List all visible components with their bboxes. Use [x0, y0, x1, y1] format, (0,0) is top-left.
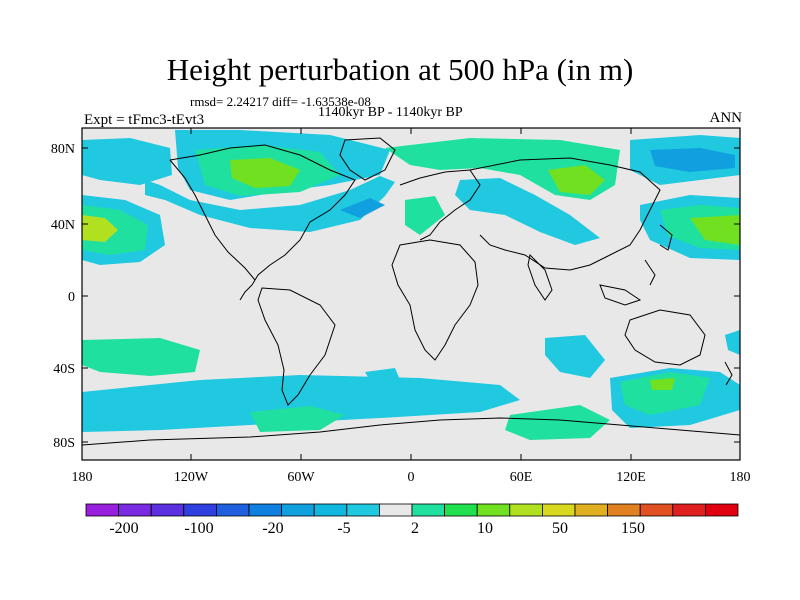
contour-region	[650, 148, 735, 172]
colorbar-label: -5	[337, 520, 350, 537]
colorbar-swatch	[444, 503, 478, 517]
coastline-asia	[469, 157, 661, 271]
coastline-india	[527, 253, 553, 301]
colorbar-swatch	[476, 503, 511, 517]
colorbar-swatch	[313, 503, 348, 517]
contour-region	[455, 178, 600, 245]
lon-tick-label: 120E	[616, 470, 646, 485]
lon-tick-label: 180	[730, 470, 751, 485]
colorbar-swatch	[705, 503, 739, 517]
coastline-north-america	[169, 144, 356, 301]
contour-region	[545, 335, 605, 378]
contour-region	[690, 215, 740, 245]
colorbar-swatch	[85, 503, 119, 517]
colorbar-swatch	[215, 503, 250, 517]
coastlines	[81, 137, 741, 446]
colorbar-label: -20	[262, 520, 283, 537]
colorbar-swatch	[378, 503, 413, 517]
lat-tick-label: 40S	[53, 362, 75, 377]
contour-region	[230, 158, 300, 188]
contour-fills	[82, 130, 740, 440]
colorbar-swatch	[118, 503, 152, 517]
colorbar-swatch	[150, 503, 185, 517]
colorbar-swatch	[281, 503, 315, 517]
colorbar-swatch	[639, 503, 674, 517]
lon-tick-label: 180	[72, 470, 93, 485]
colorbar-swatch	[183, 503, 217, 517]
lon-tick-label: 120W	[174, 470, 209, 485]
coastline-europe	[399, 169, 481, 241]
coastline-philippines	[644, 259, 656, 286]
colorbar-label: -100	[184, 520, 213, 537]
lat-tick-label: 40N	[51, 218, 75, 233]
coastline-north-america-west	[169, 159, 256, 281]
colorbar-swatch	[607, 503, 641, 517]
contour-region	[82, 138, 172, 185]
contour-region	[365, 368, 400, 384]
colorbar-swatch	[574, 503, 608, 517]
coastline-antarctica	[81, 417, 741, 446]
coastline-south-america	[257, 287, 336, 406]
colorbar-label: 50	[552, 520, 568, 537]
contour-region	[82, 375, 520, 432]
contour-region	[725, 330, 740, 355]
lon-tick-labels: 180 120W 60W 0 60E 120E 180	[72, 470, 751, 485]
lat-tick-label: 80N	[51, 142, 75, 157]
coastline-greenland	[339, 137, 396, 181]
colorbar-labels: -200 -100 -20 -5 2 10 50 150	[109, 520, 645, 537]
lon-tick-label: 60E	[510, 470, 533, 485]
colorbar	[85, 503, 739, 517]
colorbar-swatch	[248, 503, 282, 517]
colorbar-swatch	[672, 503, 706, 517]
contour-region	[145, 176, 395, 232]
colorbar-label: 150	[621, 520, 645, 537]
colorbar-label: -200	[109, 520, 138, 537]
chart-title: Height perturbation at 500 hPa (in m)	[166, 52, 634, 87]
experiment-label: Expt = tFmc3-tEvt3	[84, 112, 205, 128]
coastline-indonesia	[599, 284, 642, 306]
contour-region	[650, 378, 675, 390]
lat-tick-labels: 80N 40N 0 40S 80S	[51, 142, 75, 451]
contour-region	[250, 406, 345, 432]
lat-tick-label: 0	[68, 290, 75, 305]
stats-line: rmsd= 2.24217 diff= -1.63538e-08	[190, 94, 371, 109]
colorbar-label: 10	[477, 520, 493, 537]
coastline-africa	[391, 239, 479, 361]
map-panel	[81, 127, 741, 461]
period-label: 1140kyr BP - 1140kyr BP	[318, 105, 463, 120]
colorbar-swatch	[542, 503, 576, 517]
colorbar-label: 2	[411, 520, 419, 537]
lat-tick-label: 80S	[53, 436, 75, 451]
coastline-australia	[624, 309, 706, 366]
contour-region	[505, 405, 610, 440]
contour-region	[548, 165, 605, 195]
coastline-new-zealand	[724, 361, 733, 386]
contour-region	[82, 338, 200, 376]
lon-tick-label: 0	[408, 470, 415, 485]
contour-region	[82, 215, 118, 242]
lon-tick-label: 60W	[287, 470, 315, 485]
contour-region	[340, 198, 385, 218]
axis-ticks	[81, 128, 741, 460]
colorbar-swatch	[509, 503, 543, 517]
coastline-japan	[659, 224, 673, 251]
contour-region	[405, 196, 445, 235]
colorbar-swatch	[411, 503, 445, 517]
season-label: ANN	[709, 110, 743, 126]
colorbar-swatch	[346, 503, 380, 517]
contour-region	[620, 372, 710, 415]
